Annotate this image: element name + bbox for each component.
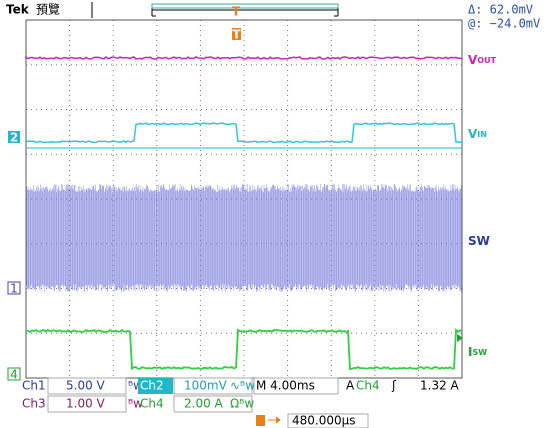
ground-marker-label: 1 <box>10 282 18 296</box>
ground-marker-2 <box>8 131 20 143</box>
trigger-offset-icon <box>256 415 265 426</box>
trigger-offset-arrow <box>268 416 281 424</box>
trace-label: ISW <box>468 345 487 359</box>
brand: Tek <box>6 3 30 17</box>
trigger-marker <box>232 28 241 40</box>
trigger-slope: ʃ <box>391 379 397 393</box>
value-box <box>173 377 253 395</box>
ground-marker-1 <box>7 281 21 295</box>
bw-icon: ᴮw <box>128 397 143 411</box>
trace-label: VOUT <box>468 53 497 67</box>
channel-name: Ch3 <box>22 397 46 411</box>
value-box <box>47 377 127 395</box>
channel-scale: 100mV <box>184 379 228 393</box>
trigger-level-marker <box>457 334 463 342</box>
channel-scale: 5.00 V <box>66 379 106 393</box>
ground-marker-label: 2 <box>10 131 18 145</box>
channel-scale: 2.00 A <box>184 397 224 411</box>
trigger-marker-text: T <box>232 28 241 42</box>
sw-trace <box>25 184 462 292</box>
trigger-offset: 480.000µs <box>292 414 356 428</box>
trace-label: SW <box>468 234 490 248</box>
bw-icon: Ωᴮw <box>230 397 254 411</box>
trigger-mode: A <box>346 379 355 393</box>
ground-marker-label: 4 <box>10 368 18 382</box>
trigger-level: 1.32 A <box>420 379 460 393</box>
channel-name: Ch1 <box>22 379 46 393</box>
cursor-at: @: −24.0mV <box>468 17 540 31</box>
vin-trace <box>25 122 463 144</box>
trigger-pos-icon: T <box>232 5 241 19</box>
channel-box <box>138 378 173 394</box>
value-box <box>253 377 339 395</box>
vout-trace <box>25 55 463 60</box>
channel-name: Ch2 <box>140 379 164 393</box>
trigger-source: Ch4 <box>356 379 380 393</box>
ground-marker-4 <box>7 367 21 381</box>
cursor-delta: Δ: 62.0mV <box>468 3 533 17</box>
timebase: M 4.00ms <box>256 379 315 393</box>
readout: Ch1 5.00 V ᴮw Ch2 100mV ∿ᴮw M 4.00ms A C… <box>22 377 460 428</box>
isw-trace <box>25 328 463 371</box>
value-box <box>287 413 369 428</box>
channel-scale: 1.00 V <box>66 397 106 411</box>
trace-label: VIN <box>468 127 487 141</box>
value-box <box>47 395 127 413</box>
record-window <box>151 3 339 9</box>
bw-icon: ∿ᴮw <box>230 379 255 393</box>
value-box <box>173 395 253 413</box>
mode: 預覽 <box>36 3 60 17</box>
waveforms <box>25 55 463 371</box>
channel-name: Ch4 <box>140 397 164 411</box>
